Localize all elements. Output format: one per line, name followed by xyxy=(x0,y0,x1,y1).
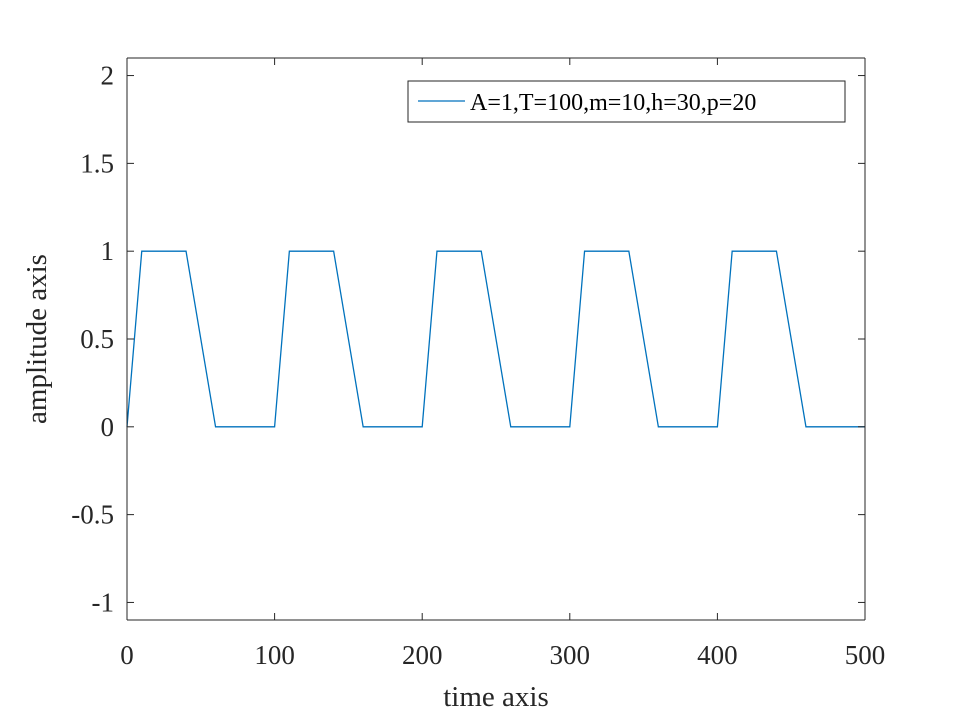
series-layer xyxy=(126,250,865,428)
y-tick-label: 0.5 xyxy=(80,324,114,354)
x-tick-label: 300 xyxy=(550,640,591,670)
y-tick-label: -1 xyxy=(92,587,115,617)
x-tick-label: 100 xyxy=(254,640,295,670)
x-axis-label: time axis xyxy=(443,681,549,713)
series-line-0 xyxy=(126,250,865,428)
legend-entry-label: A=1,T=100,m=10,h=30,p=20 xyxy=(470,90,756,116)
x-tick-label: 500 xyxy=(845,640,886,670)
y-tick-label: 1.5 xyxy=(80,148,114,178)
y-tick-label: -0.5 xyxy=(71,500,114,530)
y-tick-label: 0 xyxy=(101,412,115,442)
legend-box xyxy=(407,80,846,123)
y-axis-label: amplitude axis xyxy=(21,254,53,424)
x-tick-label: 400 xyxy=(697,640,738,670)
legend: A=1,T=100,m=10,h=30,p=20 xyxy=(407,80,846,123)
y-tick-label: 2 xyxy=(101,61,115,91)
y-tick-label: 1 xyxy=(101,236,115,266)
x-tick-label: 0 xyxy=(120,640,134,670)
x-tick-label: 200 xyxy=(402,640,443,670)
ticks-layer: 0 100 200 300 400 500 -1 -0.5 0 0.5 1 1.5 2 xyxy=(71,58,885,670)
